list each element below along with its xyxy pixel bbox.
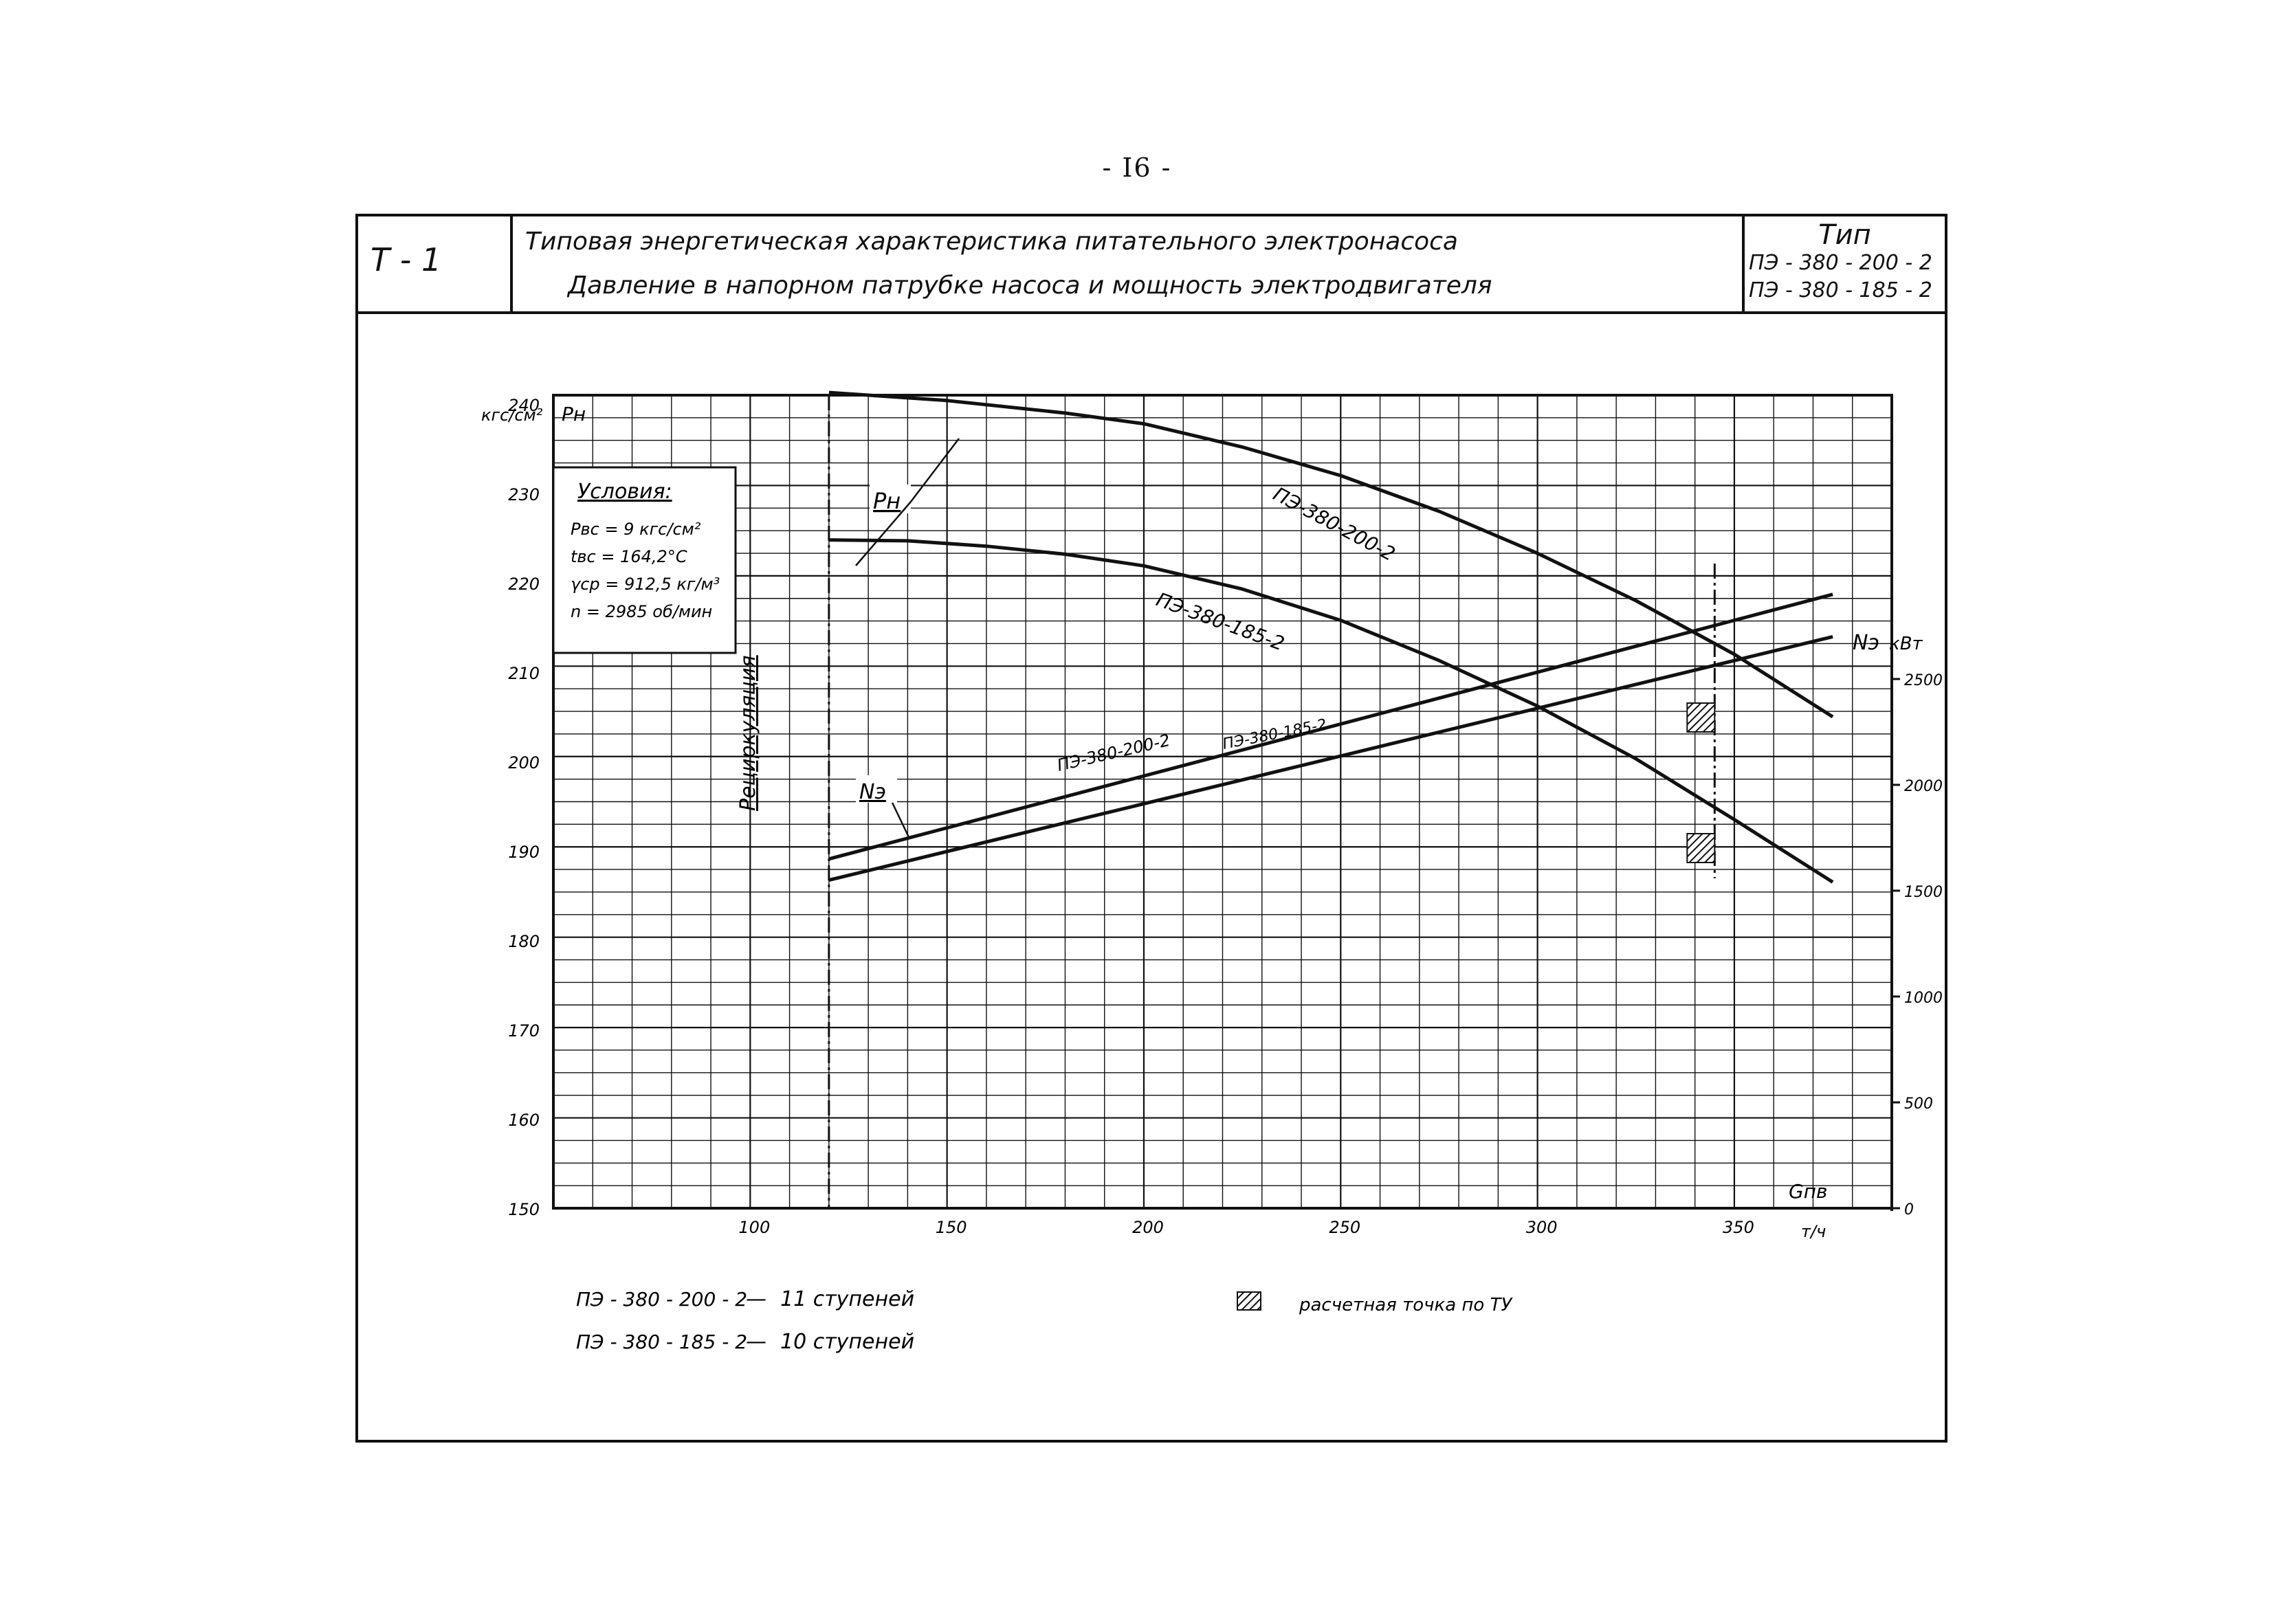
y-left-tick-label: 160 bbox=[508, 1111, 540, 1130]
design-point-marker-185 bbox=[1686, 833, 1716, 863]
legend-dash-1: — bbox=[746, 1287, 766, 1311]
y-left-tick-label: 180 bbox=[508, 932, 540, 951]
legend-model-2: ПЭ - 380 - 185 - 2 bbox=[576, 1331, 747, 1353]
conditions-box bbox=[552, 466, 737, 654]
title-line-1: Типовая энергетическая характеристика пи… bbox=[525, 227, 1458, 256]
condition-pressure: Pвс = 9 кгс/см² bbox=[571, 520, 701, 539]
x-tick-label: 150 bbox=[936, 1218, 967, 1237]
chart-curves bbox=[828, 390, 1834, 884]
legend-model-1: ПЭ - 380 - 200 - 2 bbox=[576, 1288, 747, 1311]
x-tick-label: 100 bbox=[738, 1218, 770, 1237]
type-model-1: ПЭ - 380 - 200 - 2 bbox=[1749, 251, 1932, 275]
legend-design-point: расчетная точка по ТУ bbox=[1299, 1295, 1513, 1315]
y-left-tick-label: 190 bbox=[508, 843, 540, 862]
curve-label-185-power: ПЭ-380-185-2 bbox=[1221, 716, 1328, 753]
type-label: Тип bbox=[1818, 219, 1871, 251]
sheet-title: Типовая энергетическая характеристика пи… bbox=[513, 216, 1742, 311]
power-label-bg bbox=[856, 775, 897, 803]
x-tick-label: 200 bbox=[1132, 1218, 1164, 1237]
y-left-label: Pн bbox=[562, 403, 586, 425]
sheet-code: Т - 1 bbox=[358, 216, 513, 311]
legend-stages-2: 10 ступеней bbox=[780, 1330, 914, 1354]
condition-density: γср = 912,5 кг/м³ bbox=[571, 575, 720, 594]
condition-speed: n = 2985 об/мин bbox=[571, 602, 712, 621]
y-left-tick-label: 200 bbox=[508, 753, 540, 772]
y-left-tick-label: 170 bbox=[508, 1021, 540, 1041]
y-right-label: Nэ bbox=[1853, 631, 1879, 655]
y-right-tick-label: 500 bbox=[1904, 1095, 1933, 1113]
y-left-tick-label: 150 bbox=[508, 1200, 540, 1219]
power-leader bbox=[891, 802, 910, 838]
y-right-tick-label: 2000 bbox=[1904, 778, 1943, 795]
design-point-legend-icon bbox=[1237, 1291, 1261, 1311]
y-right-tick-label: 1500 bbox=[1904, 884, 1943, 901]
y-left-tick-label: 210 bbox=[508, 664, 540, 683]
y-left-tick-label: 240 bbox=[508, 396, 540, 415]
drawing-sheet: Т - 1 Типовая энергетическая характерист… bbox=[355, 214, 1947, 1443]
recirculation-label: Рециркуляция bbox=[736, 655, 760, 811]
y-left-unit: кгс/см² bbox=[481, 405, 543, 425]
title-line-2: Давление в напорном патрубке насоса и мо… bbox=[568, 271, 1492, 300]
y-left-tick-label: 220 bbox=[508, 575, 540, 594]
page-number: - I6 - bbox=[1102, 153, 1172, 183]
pressure-leader-b bbox=[910, 438, 960, 502]
type-model-2: ПЭ - 380 - 185 - 2 bbox=[1749, 278, 1932, 302]
y-left-tick-label: 230 bbox=[508, 485, 540, 504]
conditions-heading: Условия: bbox=[577, 480, 672, 504]
chart-axes: 150 160 170 180 190 200 210 220 230 240 0 500 1000 15… bbox=[508, 394, 1943, 1237]
type-block: Тип ПЭ - 380 - 200 - 2 ПЭ - 380 - 185 - … bbox=[1742, 216, 1945, 311]
x-tick-label: 250 bbox=[1329, 1218, 1360, 1237]
y-right-tick-label: 0 bbox=[1904, 1201, 1914, 1219]
x-tick-label: 350 bbox=[1723, 1218, 1754, 1237]
y-right-unit: кВт bbox=[1889, 634, 1923, 654]
title-block: Т - 1 Типовая энергетическая характерист… bbox=[358, 216, 1945, 314]
pressure-curve-label: Pн bbox=[873, 488, 901, 514]
curve-label-200-power: ПЭ-380-200-2 bbox=[1055, 731, 1172, 775]
pressure-leader-a bbox=[855, 501, 912, 566]
condition-temperature: tвс = 164,2°C bbox=[571, 547, 687, 566]
legend-stages-1: 11 ступеней bbox=[780, 1287, 914, 1311]
series-line-pressure-185 bbox=[828, 538, 1834, 884]
legend-dash-2: — bbox=[746, 1330, 766, 1354]
power-curve-label: Nэ bbox=[859, 780, 886, 804]
series-line-pressure-200 bbox=[828, 390, 1834, 719]
x-axis-unit: т/ч bbox=[1801, 1222, 1826, 1241]
x-tick-label: 300 bbox=[1526, 1218, 1558, 1237]
series-line-power-200 bbox=[828, 592, 1833, 861]
x-axis-label: Gпв bbox=[1789, 1180, 1828, 1203]
series-line-power-185 bbox=[828, 634, 1833, 882]
y-right-tick-label: 1000 bbox=[1904, 990, 1943, 1007]
y-right-tick-label: 2500 bbox=[1904, 672, 1943, 689]
design-point-marker-200 bbox=[1686, 702, 1716, 733]
